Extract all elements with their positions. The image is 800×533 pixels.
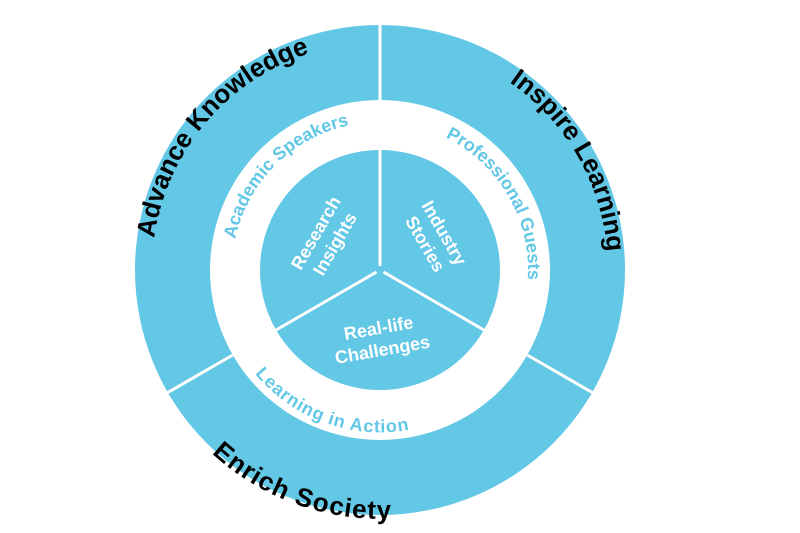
diagram-stage: Advance KnowledgeInspire LearningEnrich … [0,0,800,533]
diagram-svg: Advance KnowledgeInspire LearningEnrich … [0,0,800,533]
